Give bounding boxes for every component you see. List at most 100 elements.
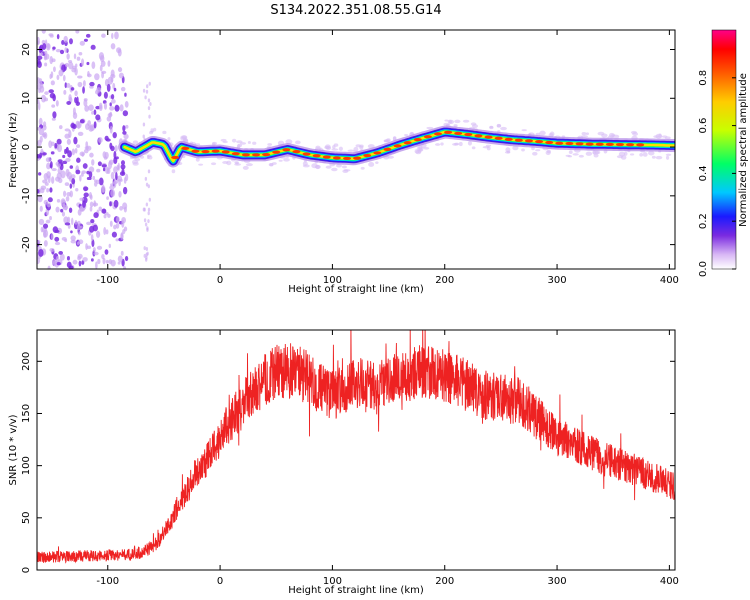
- haze-blob: [444, 119, 449, 122]
- haze-blob: [462, 119, 470, 123]
- noise-blob: [101, 184, 105, 193]
- snr-y-tick-label: 0: [21, 567, 32, 573]
- noise-blob: [52, 94, 56, 102]
- noise-blob: [110, 259, 116, 267]
- noise-blob: [41, 30, 47, 34]
- hotspot: [575, 142, 584, 146]
- noise-blob: [61, 211, 66, 217]
- noise-blob: [125, 173, 129, 182]
- noise-blob: [120, 160, 125, 166]
- noise-blob: [107, 213, 111, 218]
- colorbar-ticks: 0.0 0.2 0.4 0.6 0.8: [698, 70, 736, 277]
- noise-blob: [77, 81, 83, 88]
- noise-blob: [52, 258, 57, 267]
- spectrogram-x-tick-label: 100: [323, 275, 342, 286]
- noise-blob: [122, 202, 128, 210]
- noise-blob: [43, 240, 48, 247]
- noise-blob: [89, 201, 94, 208]
- noise-blob: [120, 178, 123, 182]
- noise-blob: [51, 104, 56, 108]
- haze-blob: [245, 163, 253, 167]
- noise-blob: [54, 229, 60, 233]
- noise-blob: [144, 95, 147, 100]
- noise-blob: [74, 97, 77, 104]
- hotspot: [332, 156, 341, 160]
- noise-blob: [38, 248, 44, 257]
- haze-blob: [648, 150, 655, 156]
- noise-blob: [41, 124, 47, 131]
- noise-blob: [109, 201, 112, 207]
- noise-blob: [86, 145, 92, 151]
- noise-blob: [142, 134, 145, 139]
- hotspot: [373, 151, 382, 155]
- noise-blob: [95, 114, 101, 121]
- noise-blob: [55, 176, 61, 182]
- noise-blob: [39, 82, 44, 89]
- noise-blob: [120, 164, 126, 170]
- noise-blob: [73, 53, 77, 60]
- ridge-hotspots: [171, 130, 645, 161]
- haze-blob: [237, 143, 243, 148]
- snr-panel: -100 0 100 200 300 400 0 50 100 150 200 Height of …: [8, 329, 679, 596]
- noise-blob: [63, 216, 69, 224]
- colorbar-gradient: [711, 29, 737, 270]
- haze-blob: [452, 142, 459, 146]
- haze-blob: [325, 165, 332, 169]
- haze-blob: [353, 146, 359, 152]
- noise-blob: [107, 60, 111, 67]
- haze-blob: [454, 119, 461, 124]
- noise-blob: [95, 230, 101, 238]
- snr-x-tick-label: -100: [96, 576, 119, 587]
- noise-blob: [56, 199, 61, 203]
- hotspot: [626, 143, 635, 147]
- noise-blob: [97, 161, 102, 167]
- noise-blob: [147, 219, 150, 224]
- hotspot: [555, 141, 564, 145]
- haze-blob: [252, 141, 257, 145]
- haze-blob: [434, 143, 441, 146]
- spectrogram-x-tick-label: 0: [217, 275, 223, 286]
- noise-blob: [90, 258, 94, 262]
- noise-blob: [43, 131, 48, 139]
- haze-blob: [236, 140, 243, 144]
- haze-blob: [360, 166, 365, 170]
- noise-blob: [79, 225, 83, 229]
- hotspot: [403, 141, 412, 145]
- noise-blob: [50, 151, 55, 155]
- noise-blob: [47, 197, 53, 203]
- noise-blob: [145, 89, 149, 94]
- haze-blob: [210, 162, 217, 166]
- noise-blob: [51, 233, 54, 240]
- haze-blob: [302, 161, 308, 166]
- noise-blob: [38, 172, 42, 176]
- haze-blob: [283, 158, 290, 162]
- noise-blob: [64, 182, 70, 186]
- haze-blob: [630, 130, 637, 134]
- noise-blob: [144, 222, 148, 227]
- snr-x-tick-label: 400: [660, 576, 679, 587]
- noise-blob: [89, 152, 94, 158]
- noise-blob: [103, 91, 108, 99]
- noise-blob: [86, 61, 90, 66]
- noise-blob: [147, 211, 150, 216]
- noise-blob: [101, 208, 107, 214]
- hotspot: [636, 143, 645, 147]
- haze-blob: [285, 139, 293, 145]
- hotspot: [413, 138, 422, 142]
- noise-blob: [72, 112, 78, 119]
- noise-blob: [117, 67, 123, 73]
- hotspot: [272, 150, 281, 154]
- haze-blob: [655, 155, 663, 160]
- haze-blob: [568, 150, 573, 154]
- noise-blob: [44, 91, 49, 95]
- haze-blob: [242, 165, 249, 170]
- noise-blob: [95, 261, 98, 269]
- noise-blob: [44, 182, 49, 186]
- noise-blob: [78, 260, 82, 267]
- haze-blob: [222, 140, 228, 144]
- noise-blob: [65, 146, 69, 154]
- noise-blob: [76, 144, 81, 149]
- hotspot: [302, 152, 311, 156]
- haze-blob: [367, 144, 375, 149]
